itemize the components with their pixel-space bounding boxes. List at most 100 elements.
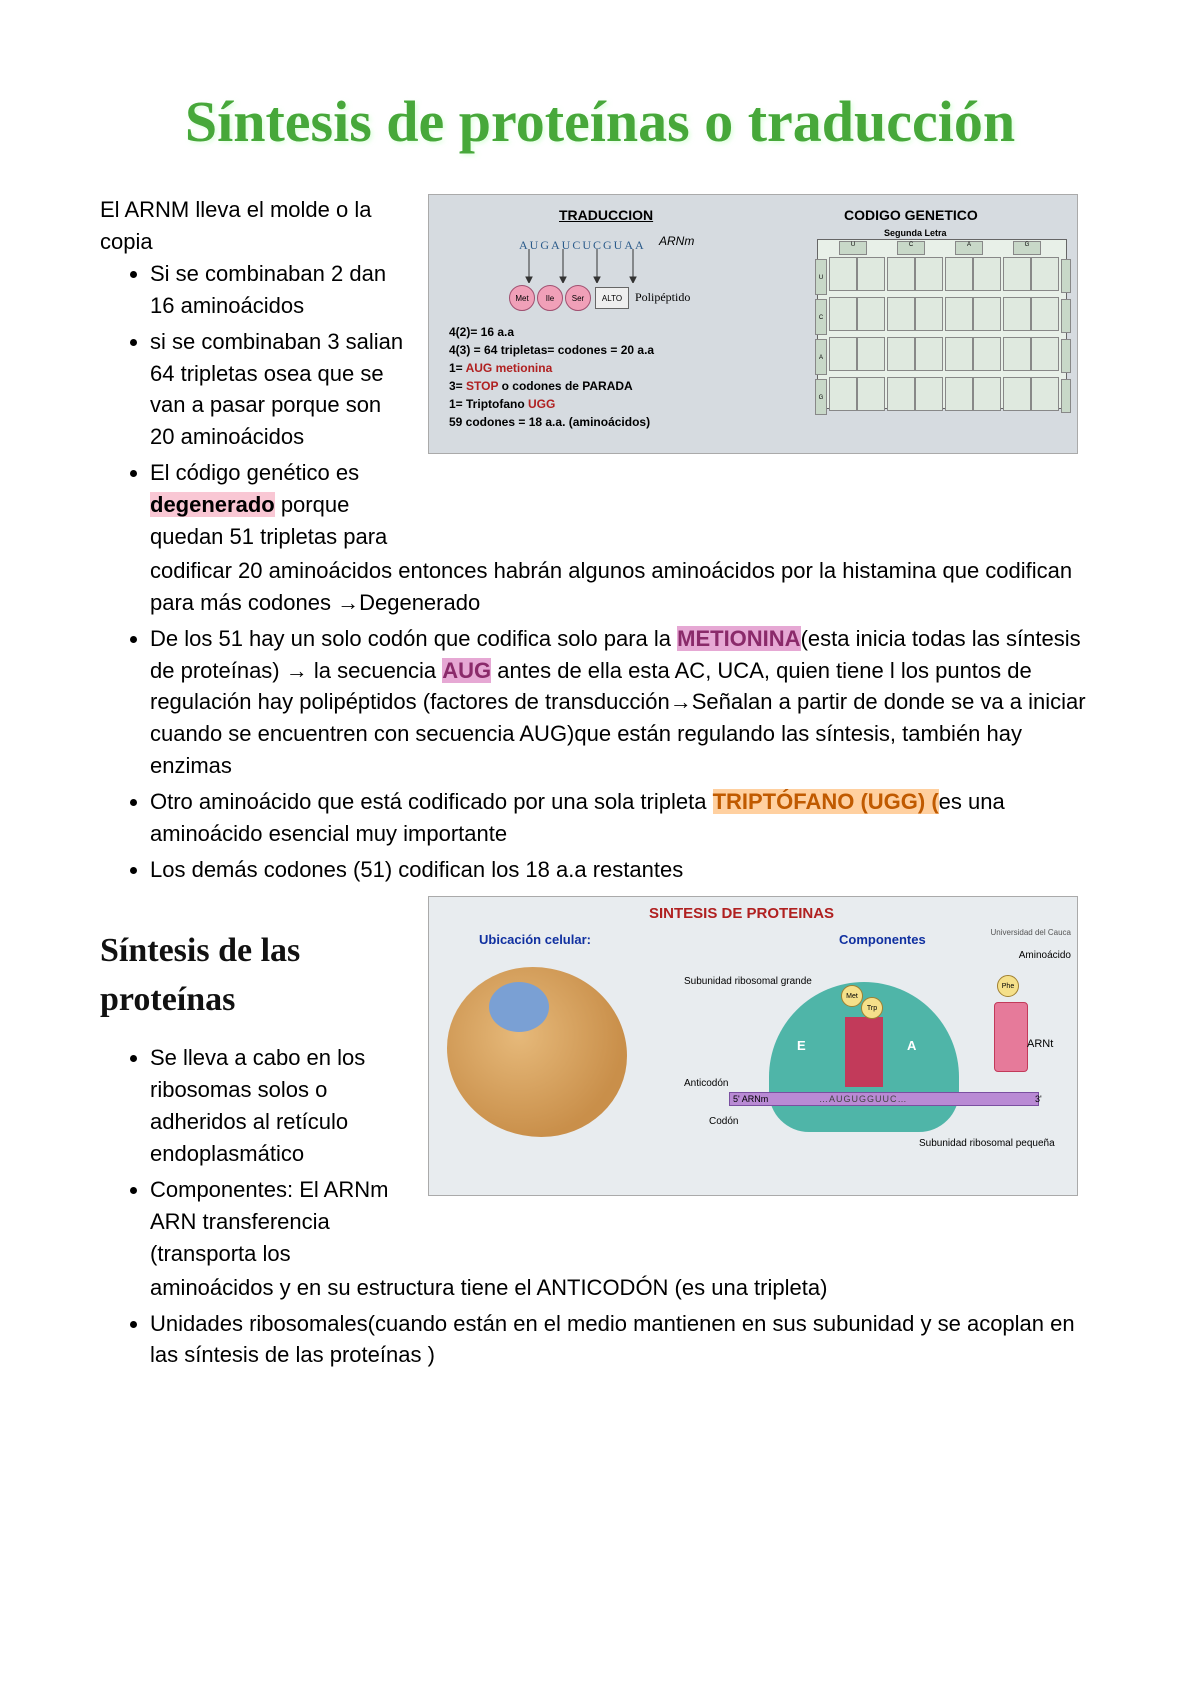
codon-cell xyxy=(1031,297,1059,331)
codon-cell xyxy=(887,257,915,291)
aa-trp: Trp xyxy=(861,997,883,1019)
slide-line: 59 codones = 18 a.a. (aminoácidos) xyxy=(449,413,654,431)
bullet2-continuation: aminoácidos y en su estructura tiene el … xyxy=(150,1272,1100,1304)
mrna-seq: …AUGUGGUUC… xyxy=(819,1093,908,1106)
intro-text: El ARNM lleva el molde o la copia xyxy=(100,194,410,258)
highlight-metionina: METIONINA xyxy=(677,626,800,651)
peptide-circle: Ile xyxy=(537,285,563,311)
section2-left: Síntesis de las proteínas Se lleva a cab… xyxy=(100,896,410,1274)
intro-column: El ARNM lleva el molde o la copia Si se … xyxy=(100,194,410,557)
codon-cell xyxy=(915,377,943,411)
arrows-down xyxy=(517,249,657,283)
codon-row-header: G xyxy=(815,379,827,415)
codon-label: Codón xyxy=(709,1115,738,1130)
nucleus xyxy=(489,982,549,1032)
codon-cell xyxy=(1003,337,1031,371)
codon-row-end xyxy=(1061,379,1071,413)
codon-cell xyxy=(829,257,857,291)
slide-line: 4(3) = 64 tripletas= codones = 20 a.a xyxy=(449,341,654,359)
codon-cell xyxy=(829,297,857,331)
codon-cell xyxy=(829,377,857,411)
section2-bullets-narrow: Se lleva a cabo en los ribosomas solos o… xyxy=(100,1042,410,1269)
section-1: El ARNM lleva el molde o la copia Si se … xyxy=(100,194,1100,557)
codon-cell xyxy=(973,257,1001,291)
slide-line: 1= AUG metionina xyxy=(449,359,654,377)
highlight-degenerado: degenerado xyxy=(150,492,275,517)
codon-col-header: C xyxy=(897,241,925,255)
codon-cell xyxy=(973,377,1001,411)
text: Otro aminoácido que está codificado por … xyxy=(150,789,713,814)
text: El código genético es xyxy=(150,460,359,485)
codon-cell xyxy=(857,297,885,331)
trna-incoming xyxy=(994,1002,1028,1072)
bullet-degen-continuation: codificar 20 aminoácidos entonces habrán… xyxy=(150,555,1100,619)
top-bullets-wide: codificar 20 aminoácidos entonces habrán… xyxy=(100,555,1100,886)
codon-cell xyxy=(1003,257,1031,291)
codon-cell xyxy=(1003,297,1031,331)
section-2: Síntesis de las proteínas Se lleva a cab… xyxy=(100,896,1100,1274)
bullet-degenerado: El código genético es degenerado porque … xyxy=(150,457,410,553)
codon-row-end xyxy=(1061,339,1071,373)
codon-cell xyxy=(887,297,915,331)
codon-cell xyxy=(857,257,885,291)
codon-cell xyxy=(915,337,943,371)
peptide-circle: Ser xyxy=(565,285,591,311)
peptide-circle: Met xyxy=(509,285,535,311)
bullet-item: Se lleva a cabo en los ribosomas solos o… xyxy=(150,1042,410,1170)
section2-bullets-wide: aminoácidos y en su estructura tiene el … xyxy=(100,1272,1100,1372)
subheading: Síntesis de las proteínas xyxy=(100,926,410,1025)
codon-row-end xyxy=(1061,299,1071,333)
codon-row-header: U xyxy=(815,259,827,295)
slide-traduccion-image: TRADUCCION CODIGO GENETICO Segunda Letra… xyxy=(428,194,1078,454)
codon-cell xyxy=(1031,337,1059,371)
codon-row-end xyxy=(1061,259,1071,293)
codon-cell xyxy=(973,337,1001,371)
site-e: E xyxy=(797,1037,806,1056)
bullet-item: si se combinaban 3 salian 64 tripletas o… xyxy=(150,326,410,454)
subunidad-pequena-label: Subunidad ribosomal pequeña xyxy=(919,1137,1055,1152)
codon-col-header: A xyxy=(955,241,983,255)
slide-text-block: 4(2)= 16 a.a 4(3) = 64 tripletas= codone… xyxy=(449,323,654,431)
codon-cell xyxy=(1003,377,1031,411)
codon-cell xyxy=(1031,377,1059,411)
highlight-aug: AUG xyxy=(442,658,491,683)
peptide-stop: ALTO xyxy=(595,287,629,309)
anticodon-label: Anticodón xyxy=(684,1077,728,1092)
slide-line: 3= STOP o codones de PARADA xyxy=(449,377,654,395)
ubicacion-label: Ubicación celular: xyxy=(479,931,591,950)
codon-cell xyxy=(857,377,885,411)
slide-sintesis-image: SINTESIS DE PROTEINAS Ubicación celular:… xyxy=(428,896,1078,1196)
codon-cell xyxy=(829,337,857,371)
mrna-3prime: 3' xyxy=(1035,1093,1042,1106)
bullet-item: Los demás codones (51) codifican los 18 … xyxy=(150,854,1100,886)
bullet-item: Unidades ribosomales(cuando están en el … xyxy=(150,1308,1100,1372)
subunidad-grande-label: Subunidad ribosomal grande xyxy=(684,975,812,990)
codon-col-header: G xyxy=(1013,241,1041,255)
slide-title-codigo: CODIGO GENETICO xyxy=(844,205,978,225)
mrna-5prime: 5' ARNm xyxy=(733,1093,768,1106)
aa-met: Met xyxy=(841,985,863,1007)
codon-cell xyxy=(1031,257,1059,291)
codon-cell xyxy=(945,337,973,371)
text: De los 51 hay un solo codón que codifica… xyxy=(150,626,677,651)
codon-cell xyxy=(945,257,973,291)
universidad-label: Universidad del Cauca xyxy=(991,927,1072,939)
slide2-title: SINTESIS DE PROTEINAS xyxy=(649,903,834,925)
top-bullets-narrow: Si se combinaban 2 dan 16 aminoácidos si… xyxy=(100,258,410,553)
arnm-label: ARNm xyxy=(659,233,694,250)
arnt-label: ARNt xyxy=(1027,1037,1053,1053)
codon-row-header: C xyxy=(815,299,827,335)
codon-cell xyxy=(857,337,885,371)
bullet-item: Si se combinaban 2 dan 16 aminoácidos xyxy=(150,258,410,322)
codon-cell xyxy=(973,297,1001,331)
site-a: A xyxy=(907,1037,916,1056)
highlight-triptofano: TRIPTÓFANO (UGG) ( xyxy=(713,789,939,814)
slide-line: 1= Triptofano UGG xyxy=(449,395,654,413)
codon-cell xyxy=(915,297,943,331)
slide-title-traduccion: TRADUCCION xyxy=(559,205,653,225)
bullet-metionina: De los 51 hay un solo codón que codifica… xyxy=(150,623,1100,782)
trna-in-ribosome xyxy=(845,1017,883,1087)
codon-cell xyxy=(887,337,915,371)
codon-row-header: A xyxy=(815,339,827,375)
slide-line: 4(2)= 16 a.a xyxy=(449,323,654,341)
